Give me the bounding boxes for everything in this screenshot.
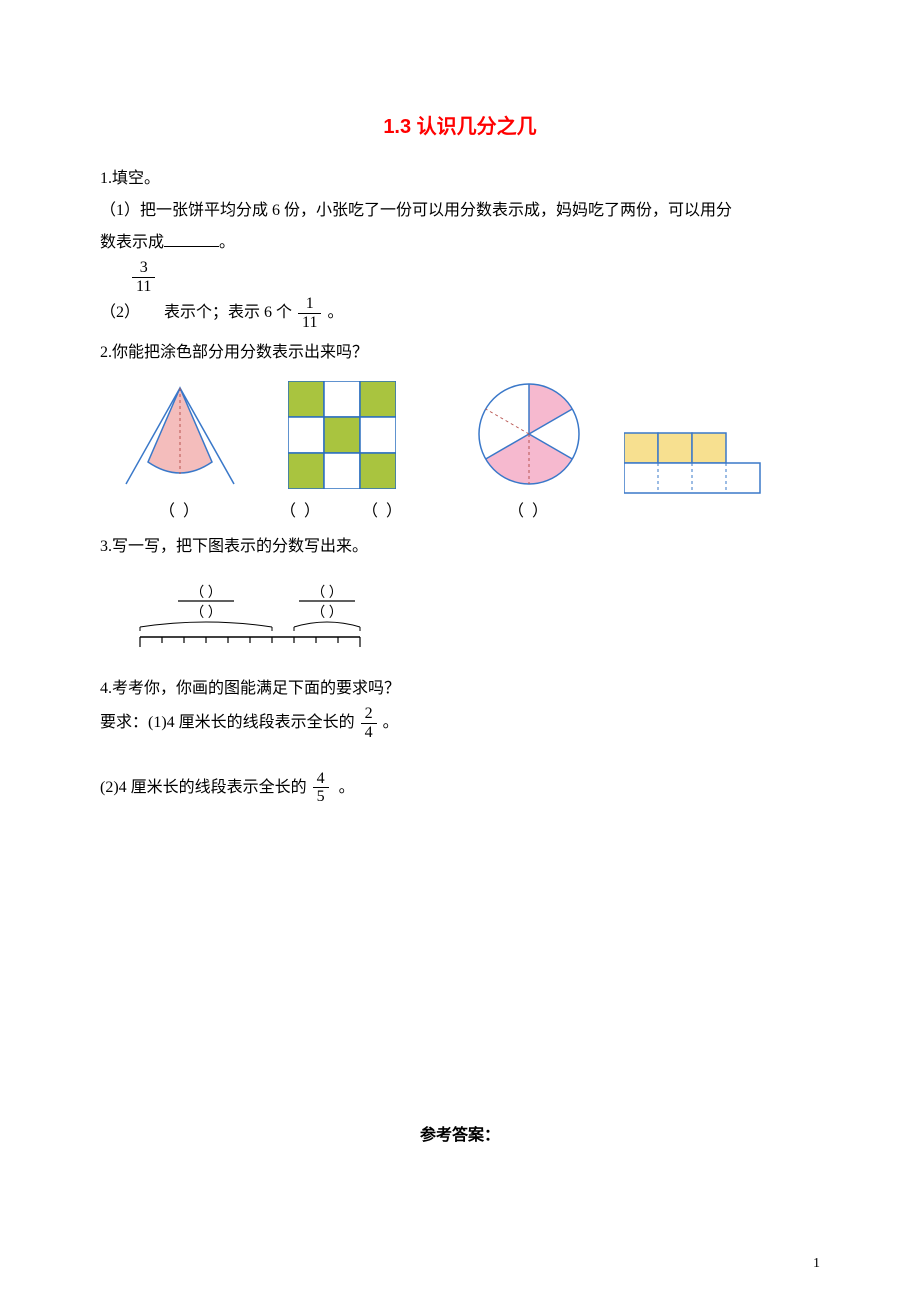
q3-ruler-figure: （ ） （ ） （ ） （ ）	[130, 575, 390, 655]
fraction-numerator: 2	[361, 705, 377, 724]
q4-line1-b: 。	[383, 714, 399, 731]
q2-paren: （ ）	[159, 497, 201, 521]
q4-line2-a: (2)4 厘米长的线段表示全长的	[100, 778, 307, 795]
q3-heading: 3.写一写，把下图表示的分数写出来。	[100, 531, 820, 563]
q2-paren: （ ）	[362, 497, 404, 521]
fraction-numerator: 4	[313, 770, 329, 789]
q1-sub1-a: （1）把一张饼平均分成 6 份，小张吃了一份可以用分数表示成，妈妈吃了两份，可以…	[100, 195, 820, 227]
q4-frac-2-4: 2 4	[361, 705, 377, 741]
fraction-denominator: 11	[132, 278, 155, 296]
q2-paren: （ ）	[508, 497, 550, 521]
svg-text:（ ）: （ ）	[190, 605, 222, 621]
q4-line1: 要求：(1)4 厘米长的线段表示全长的 2 4 。	[100, 705, 820, 741]
q2-figures: （ ） （ ） （ ） （ ）	[120, 379, 820, 521]
q1-sub2-mid: 表示个；表示 6 个	[164, 304, 292, 321]
q2-circle-figure	[474, 379, 584, 489]
q1-frac-3-11: 3 11	[132, 259, 155, 295]
q2-paren: （ ）	[280, 497, 322, 521]
fraction-denominator: 11	[298, 314, 321, 332]
svg-text:（ ）: （ ）	[311, 585, 343, 601]
q4-line1-a: 要求：(1)4 厘米长的线段表示全长的	[100, 714, 355, 731]
page-number: 1	[813, 1256, 820, 1272]
q1-sub2-label: （2）	[100, 304, 140, 321]
q4-frac-4-5: 4 5	[313, 770, 329, 806]
q1-sub2-end: 。	[327, 304, 343, 321]
q1-frac-1-11: 1 11	[298, 295, 321, 331]
q1-sub1-b: 数表示成	[100, 234, 164, 251]
fraction-numerator: 3	[132, 259, 155, 278]
q2-triangle-figure	[120, 384, 240, 489]
page-title: 1.3 认识几分之几	[100, 110, 820, 139]
q4-heading: 4.考考你，你画的图能满足下面的要求吗？	[100, 673, 820, 705]
q1-sub1-b-row: 数表示成 。	[100, 227, 820, 259]
fraction-denominator: 4	[361, 724, 377, 742]
fraction-numerator: 1	[298, 295, 321, 314]
q2-heading: 2.你能把涂色部分用分数表示出来吗？	[100, 337, 820, 369]
svg-text:（ ）: （ ）	[190, 585, 222, 601]
svg-text:（ ）: （ ）	[311, 605, 343, 621]
q1-heading: 1.填空。	[100, 163, 820, 195]
q2-rect-figure	[624, 431, 774, 501]
fraction-denominator: 5	[313, 788, 329, 806]
q1-sub2: 3 11 （2） 表示个；表示 6 个 1 11 。	[100, 259, 820, 331]
blank-fill	[164, 230, 219, 247]
q2-grid-figure	[288, 381, 396, 489]
answers-heading: 参考答案：	[100, 1121, 820, 1145]
q4-line2: (2)4 厘米长的线段表示全长的 4 5 。	[100, 770, 820, 806]
q1-sub1-c: 。	[219, 234, 235, 251]
q4-line2-b: 。	[339, 778, 355, 795]
